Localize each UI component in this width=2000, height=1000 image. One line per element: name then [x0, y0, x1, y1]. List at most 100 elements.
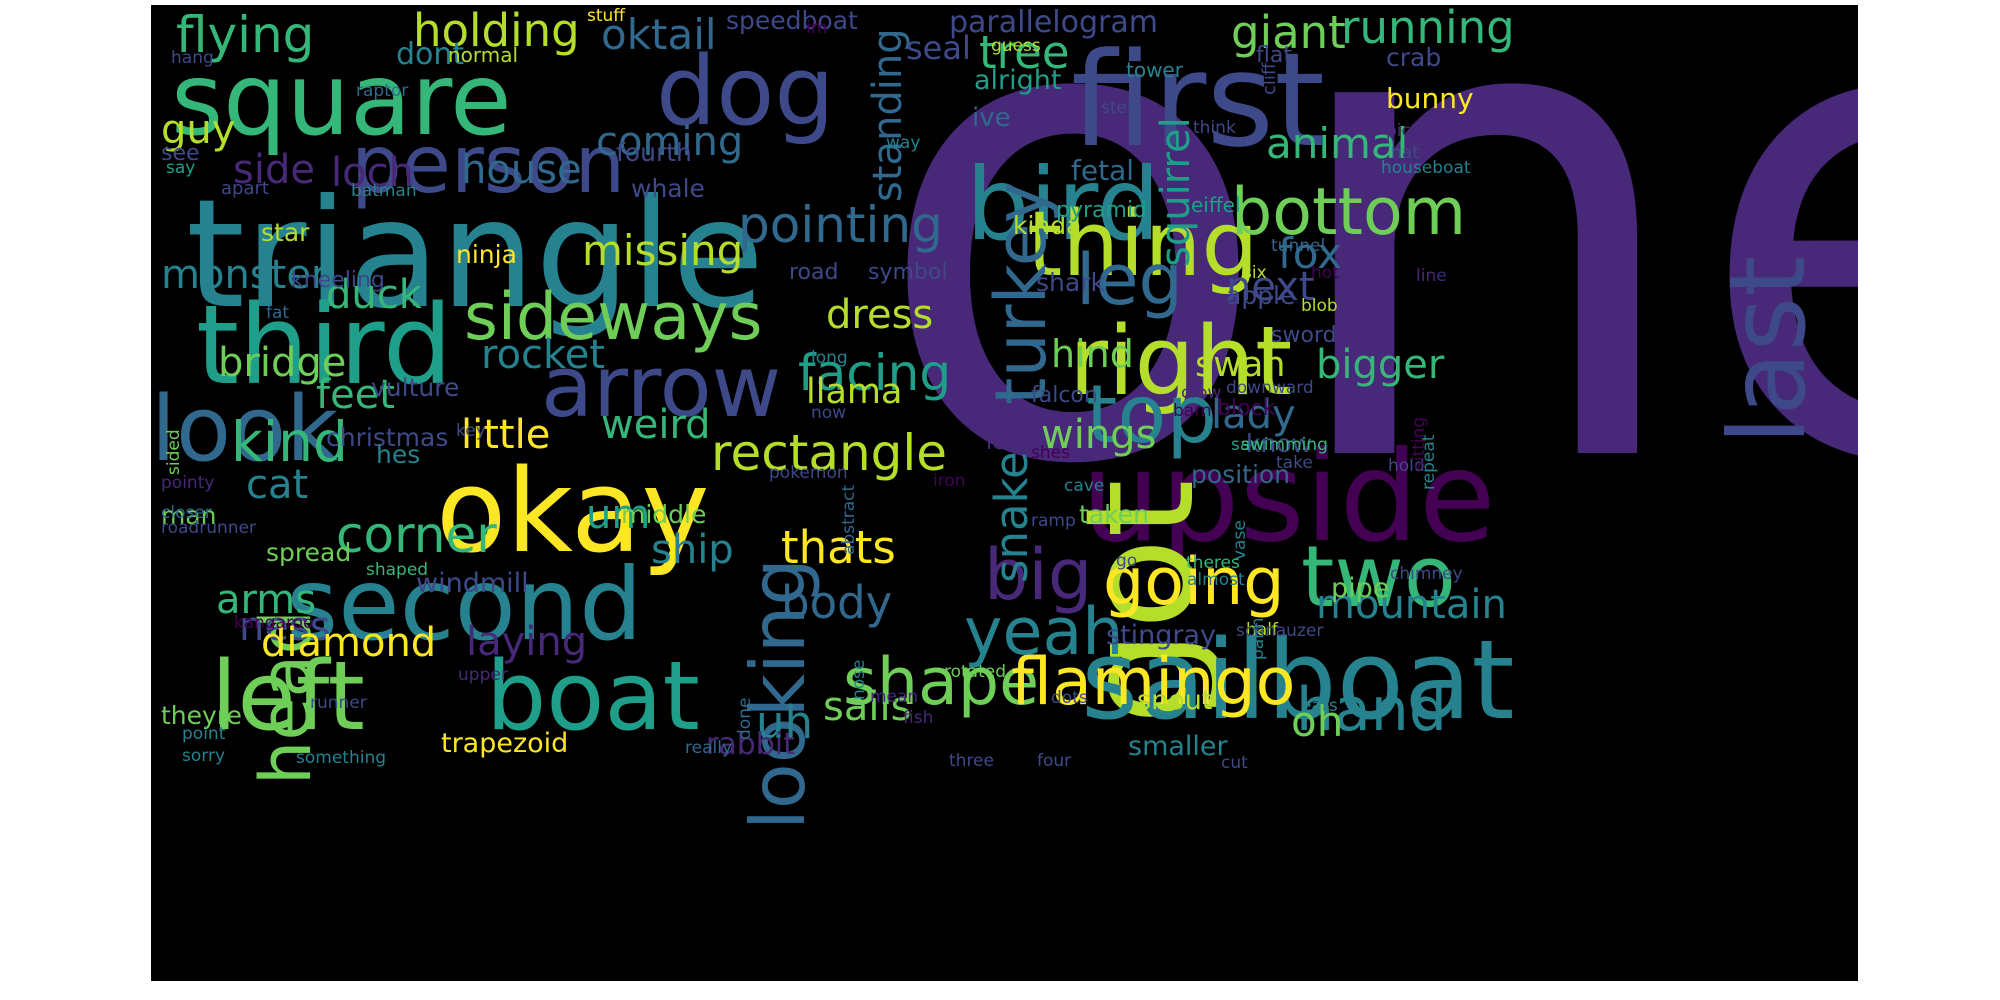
word-facing: facing [798, 344, 952, 402]
word-half: half [1246, 620, 1278, 640]
word-boat: boat [486, 642, 700, 752]
word-loch: loch [331, 150, 414, 196]
word-im: im [806, 18, 828, 38]
word-stingray: stingray [1106, 620, 1217, 651]
word-trapezoid: trapezoid [441, 728, 569, 759]
word-triangle: triangle [186, 168, 765, 342]
word-top: top [1086, 368, 1218, 461]
word-shaped: shaped [366, 560, 429, 580]
word-vulture: vulture [371, 373, 460, 402]
word-mean: mean [870, 687, 919, 707]
word-pyramid: pyramid [1056, 198, 1148, 223]
word-bunny: bunny [1386, 82, 1474, 115]
word-rectangle: rectangle [711, 424, 948, 482]
word-christmas: christmas [326, 423, 449, 452]
word-fox: fox [1278, 229, 1343, 278]
word-pointy: pointy [161, 473, 215, 493]
word-apart: apart [221, 178, 269, 199]
word-lady: lady [1211, 392, 1296, 438]
word-houseboat: houseboat [1381, 158, 1471, 178]
word-flat: flat [1256, 43, 1292, 68]
word-guy: guy [161, 107, 236, 153]
word-rotated: rotated [944, 662, 1007, 682]
word-fourth: fourth [616, 138, 692, 167]
word-animal: animal [1266, 119, 1409, 168]
word-barn: barn [1173, 401, 1212, 421]
word-arrow: arrow [541, 338, 782, 437]
word-tunnel: tunnel [1271, 236, 1326, 256]
word-third: third [196, 281, 453, 409]
word-thats: thats [781, 521, 896, 574]
word-hand: hand [1296, 675, 1447, 745]
word-flying: flying [176, 6, 315, 64]
word-look: look [151, 377, 339, 482]
word-snake: snake [985, 451, 1038, 583]
word-rocket: rocket [481, 332, 606, 378]
word-rabbit: rabbit [706, 727, 795, 762]
word-fish: fish [903, 708, 934, 728]
word-seal: seal [906, 29, 971, 67]
word-fetal: fetal [1071, 154, 1134, 187]
word-shes: shes [1031, 443, 1070, 463]
word-weird: weird [601, 402, 711, 448]
word-nose: nose [849, 659, 869, 701]
word-crab: crab [1386, 43, 1442, 72]
word-runner: runner [310, 693, 367, 713]
word-left: left [211, 642, 365, 752]
word-cave: cave [1064, 476, 1105, 496]
word-tree: tree [979, 26, 1070, 79]
word-square: square [171, 41, 512, 158]
word-star: star [261, 218, 310, 247]
word-monster: monster [161, 252, 328, 298]
word-block: block [1217, 396, 1276, 421]
word-ness: ness [239, 604, 331, 650]
word-side: side [233, 147, 315, 193]
word-normal: normal [448, 43, 519, 67]
word-yeah: yeah [964, 595, 1124, 670]
word-flamingo: flamingo [1011, 645, 1296, 720]
word-hat: hat [1391, 143, 1419, 163]
word-three: three [949, 751, 994, 771]
word-cloud: onetrianglefirstupsidegotsailboatokaysec… [151, 5, 1858, 981]
word-abstract: abstract [839, 484, 859, 555]
word-line: line [1416, 266, 1447, 286]
word-picture: picture [1386, 121, 1446, 141]
word-theyre: theyre [161, 701, 242, 730]
word-giant: giant [1231, 6, 1346, 59]
word-bird: bird [966, 146, 1161, 263]
word-say: say [166, 158, 196, 178]
word-middle: middle [621, 500, 707, 529]
word-bottom: bottom [1231, 175, 1467, 250]
word-apple: apple [1226, 281, 1296, 310]
word-dont: dont [396, 37, 465, 72]
word-speedboat: speedboat [726, 6, 858, 35]
word-sided: sided [164, 429, 184, 475]
word-person: person [351, 118, 626, 211]
word-position: position [1191, 460, 1291, 489]
word-four: four [1037, 751, 1072, 771]
word-really: really [685, 738, 732, 758]
word-cut: cut [1221, 753, 1248, 773]
word-big: big [984, 534, 1093, 616]
word-blob: blob [1301, 296, 1338, 316]
word-holding: holding [413, 5, 580, 57]
word-missing: missing [582, 226, 744, 275]
word-palm: palm [1248, 617, 1268, 661]
word-duck: duck [326, 272, 422, 318]
word-batman: batman [351, 181, 417, 201]
word-taken: taken [1079, 500, 1149, 529]
word-swan: swan [1195, 345, 1286, 385]
word-ears: ears [1301, 696, 1338, 716]
word-swimming: swimming [1241, 435, 1328, 455]
word-know: know [1246, 429, 1313, 458]
word-squirrel: squirrel [1153, 117, 1199, 267]
word-uh: uh [756, 696, 814, 749]
word-hang: hang [171, 48, 214, 68]
word-smaller: smaller [1128, 731, 1228, 762]
word-hes: hes [376, 440, 421, 469]
word-sitting: sitting [1409, 416, 1429, 470]
word-dog: dog [656, 37, 835, 147]
word-okay: okay [436, 445, 710, 579]
word-iron: iron [933, 471, 966, 491]
word-leg: leg [1076, 239, 1183, 321]
